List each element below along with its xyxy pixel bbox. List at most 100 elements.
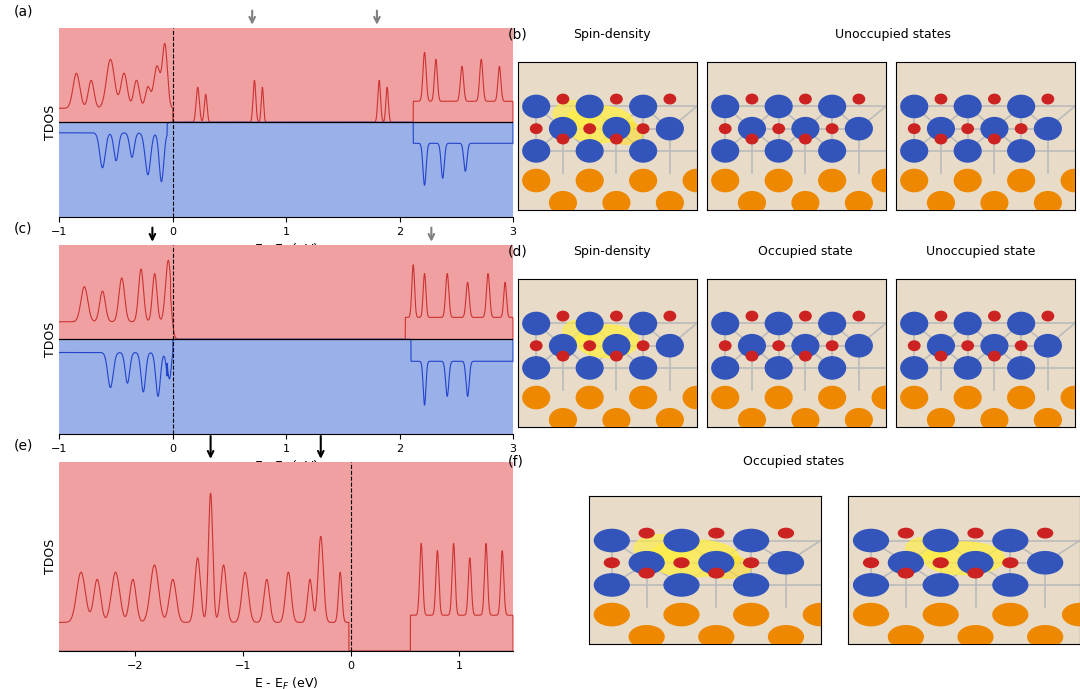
Circle shape (955, 169, 981, 192)
Circle shape (799, 134, 811, 144)
Circle shape (1038, 528, 1053, 538)
Circle shape (1062, 169, 1080, 192)
Circle shape (684, 169, 710, 192)
Circle shape (766, 169, 792, 192)
Circle shape (630, 387, 657, 409)
Circle shape (605, 558, 619, 568)
Circle shape (988, 351, 1000, 361)
Circle shape (610, 351, 622, 361)
Circle shape (908, 124, 920, 134)
Text: Unoccupied state: Unoccupied state (927, 245, 1036, 258)
Circle shape (664, 529, 699, 552)
Circle shape (584, 341, 595, 351)
Text: (c): (c) (14, 221, 32, 235)
Circle shape (712, 140, 739, 162)
Circle shape (988, 94, 1000, 104)
Circle shape (577, 312, 603, 335)
Text: (d): (d) (508, 245, 527, 258)
Ellipse shape (906, 537, 953, 559)
Circle shape (779, 528, 794, 538)
Circle shape (928, 118, 955, 140)
Circle shape (719, 124, 731, 134)
Circle shape (968, 528, 983, 538)
Circle shape (584, 124, 595, 134)
Circle shape (826, 124, 838, 134)
Circle shape (733, 604, 769, 626)
Circle shape (1008, 95, 1035, 118)
Circle shape (523, 387, 550, 409)
Circle shape (766, 387, 792, 409)
Circle shape (799, 311, 811, 321)
Circle shape (523, 95, 550, 118)
Circle shape (804, 604, 838, 626)
Circle shape (577, 169, 603, 192)
Circle shape (557, 134, 569, 144)
Circle shape (674, 558, 689, 568)
Circle shape (594, 529, 630, 552)
Circle shape (603, 409, 630, 431)
Circle shape (853, 604, 889, 626)
Circle shape (739, 192, 766, 214)
Circle shape (739, 335, 766, 357)
Circle shape (530, 124, 542, 134)
Circle shape (923, 604, 958, 626)
Circle shape (630, 140, 657, 162)
Circle shape (1008, 169, 1035, 192)
Circle shape (557, 351, 569, 361)
Circle shape (928, 192, 955, 214)
Bar (59, 28, 513, 122)
Circle shape (746, 94, 758, 104)
Circle shape (712, 169, 739, 192)
Circle shape (610, 94, 622, 104)
Circle shape (1042, 311, 1054, 321)
Circle shape (664, 311, 676, 321)
Circle shape (657, 335, 684, 357)
Bar (59, 122, 513, 217)
Circle shape (901, 95, 928, 118)
Text: Occupied states: Occupied states (743, 455, 845, 468)
Circle shape (846, 335, 873, 357)
Circle shape (523, 140, 550, 162)
X-axis label: E - E$_F$ (eV): E - E$_F$ (eV) (254, 243, 319, 258)
Circle shape (550, 118, 577, 140)
Circle shape (899, 528, 914, 538)
Circle shape (639, 568, 654, 578)
Circle shape (1062, 387, 1080, 409)
Ellipse shape (647, 539, 740, 577)
Circle shape (981, 118, 1008, 140)
Circle shape (657, 118, 684, 140)
X-axis label: E - E$_F$ (eV): E - E$_F$ (eV) (254, 677, 319, 689)
Circle shape (557, 311, 569, 321)
Circle shape (664, 94, 676, 104)
Circle shape (819, 312, 846, 335)
Circle shape (901, 312, 928, 335)
Circle shape (594, 604, 630, 626)
Circle shape (792, 118, 819, 140)
Circle shape (1008, 312, 1035, 335)
Circle shape (792, 335, 819, 357)
Circle shape (928, 335, 955, 357)
Ellipse shape (563, 105, 634, 143)
Circle shape (1042, 94, 1054, 104)
Circle shape (792, 192, 819, 214)
Circle shape (1035, 118, 1062, 140)
Circle shape (577, 357, 603, 379)
Circle shape (826, 341, 838, 351)
Circle shape (712, 357, 739, 379)
Circle shape (684, 387, 710, 409)
Circle shape (773, 124, 784, 134)
Circle shape (1015, 341, 1027, 351)
Circle shape (901, 140, 928, 162)
Circle shape (799, 351, 811, 361)
Circle shape (523, 357, 550, 379)
Circle shape (733, 574, 769, 596)
Circle shape (846, 192, 873, 214)
Ellipse shape (923, 542, 1004, 575)
Circle shape (530, 341, 542, 351)
Circle shape (819, 387, 846, 409)
Bar (59, 462, 513, 651)
Circle shape (1015, 124, 1027, 134)
Circle shape (923, 574, 958, 596)
Circle shape (901, 169, 928, 192)
Circle shape (550, 192, 577, 214)
